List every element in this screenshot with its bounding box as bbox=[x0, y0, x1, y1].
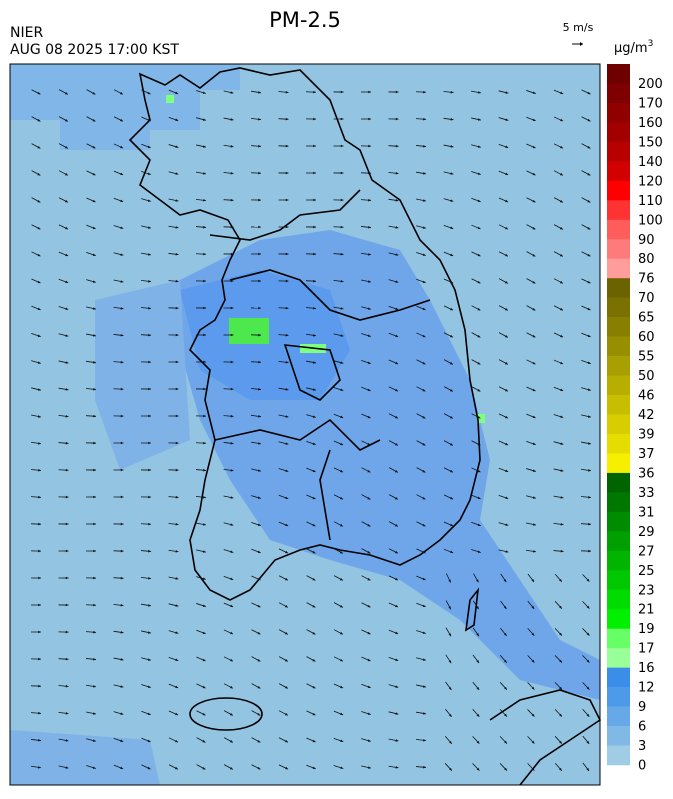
colorbar-label: 12 bbox=[638, 681, 655, 696]
colorbar-label: 36 bbox=[638, 466, 655, 481]
datetime: AUG 08 2025 17:00 KST bbox=[10, 42, 179, 58]
colorbar-label: 50 bbox=[638, 369, 655, 384]
colorbar-label: 29 bbox=[638, 525, 655, 540]
colorbar-label: 37 bbox=[638, 447, 655, 462]
colorbar-label: 23 bbox=[638, 583, 655, 598]
colorbar-label: 120 bbox=[638, 174, 663, 189]
color-box bbox=[607, 668, 630, 688]
color-box bbox=[607, 395, 630, 415]
colorbar-label: 39 bbox=[638, 427, 655, 442]
pollution-hotspot bbox=[166, 95, 174, 103]
color-box bbox=[607, 531, 630, 551]
colorbar-label: 170 bbox=[638, 96, 663, 111]
color-box bbox=[607, 356, 630, 376]
colorbar-label: 16 bbox=[638, 661, 655, 676]
colorbar-label: 19 bbox=[638, 622, 655, 637]
color-box bbox=[607, 64, 630, 84]
colorbar-label: 6 bbox=[638, 720, 646, 735]
colorbar-label: 21 bbox=[638, 603, 655, 618]
colorbar-label: 55 bbox=[638, 350, 655, 365]
color-box bbox=[607, 83, 630, 103]
agency: NIER bbox=[10, 25, 43, 41]
color-box bbox=[607, 726, 630, 746]
colorbar-label: 140 bbox=[638, 155, 663, 170]
colorbar-label: 200 bbox=[638, 77, 663, 92]
colorbar-label: 17 bbox=[638, 642, 655, 657]
colorbar-label: 65 bbox=[638, 311, 655, 326]
colorbar-label: 27 bbox=[638, 544, 655, 559]
colorbar-label: 76 bbox=[638, 272, 655, 287]
colorbar-label: 60 bbox=[638, 330, 655, 345]
color-box bbox=[607, 259, 630, 279]
color-box bbox=[607, 512, 630, 532]
color-box bbox=[607, 492, 630, 512]
colorbar-label: 9 bbox=[638, 700, 646, 715]
colorbar-label: 100 bbox=[638, 213, 663, 228]
colorbar-label: 80 bbox=[638, 252, 655, 267]
colorbar-label: 46 bbox=[638, 389, 655, 404]
colorbar-label: 33 bbox=[638, 486, 655, 501]
color-box bbox=[607, 298, 630, 318]
color-box bbox=[607, 278, 630, 298]
colorbar-label: 70 bbox=[638, 291, 655, 306]
color-box bbox=[607, 181, 630, 201]
colorbar-label: 42 bbox=[638, 408, 655, 423]
title: PM-2.5 bbox=[269, 8, 341, 32]
color-box bbox=[607, 590, 630, 610]
colorbar: 2001701601501401201101009080767065605550… bbox=[607, 64, 663, 774]
colorbar-label: 160 bbox=[638, 116, 663, 131]
color-box bbox=[607, 239, 630, 259]
color-box bbox=[607, 220, 630, 240]
color-box bbox=[607, 415, 630, 435]
color-box bbox=[607, 551, 630, 571]
colorbar-label: 25 bbox=[638, 564, 655, 579]
color-box bbox=[607, 122, 630, 142]
color-box bbox=[607, 453, 630, 473]
colorbar-label: 3 bbox=[638, 739, 646, 754]
color-box bbox=[607, 746, 630, 766]
colorbar-label: 90 bbox=[638, 233, 655, 248]
colorbar-label: 110 bbox=[638, 194, 663, 209]
colorbar-label: 31 bbox=[638, 505, 655, 520]
unit: μg/m3 bbox=[614, 39, 653, 56]
color-box bbox=[607, 103, 630, 123]
color-box bbox=[607, 142, 630, 162]
colorbar-label: 150 bbox=[638, 135, 663, 150]
color-box bbox=[607, 473, 630, 493]
color-box bbox=[607, 648, 630, 668]
unit-sup: 3 bbox=[648, 39, 654, 49]
color-box bbox=[607, 434, 630, 454]
pollution-hotspot bbox=[229, 318, 269, 344]
color-box bbox=[607, 317, 630, 337]
color-box bbox=[607, 376, 630, 396]
color-box bbox=[607, 629, 630, 649]
color-box bbox=[607, 200, 630, 220]
color-box bbox=[607, 707, 630, 727]
colorbar-label: 0 bbox=[638, 759, 646, 774]
color-box bbox=[607, 687, 630, 707]
unit-base: μg/m bbox=[614, 41, 648, 56]
wind-scale: 5 m/s bbox=[563, 21, 594, 34]
color-box bbox=[607, 337, 630, 357]
color-box bbox=[607, 570, 630, 590]
map bbox=[10, 64, 600, 785]
wind-scale-arrowhead bbox=[580, 42, 583, 46]
color-box bbox=[607, 609, 630, 629]
color-box bbox=[607, 161, 630, 181]
